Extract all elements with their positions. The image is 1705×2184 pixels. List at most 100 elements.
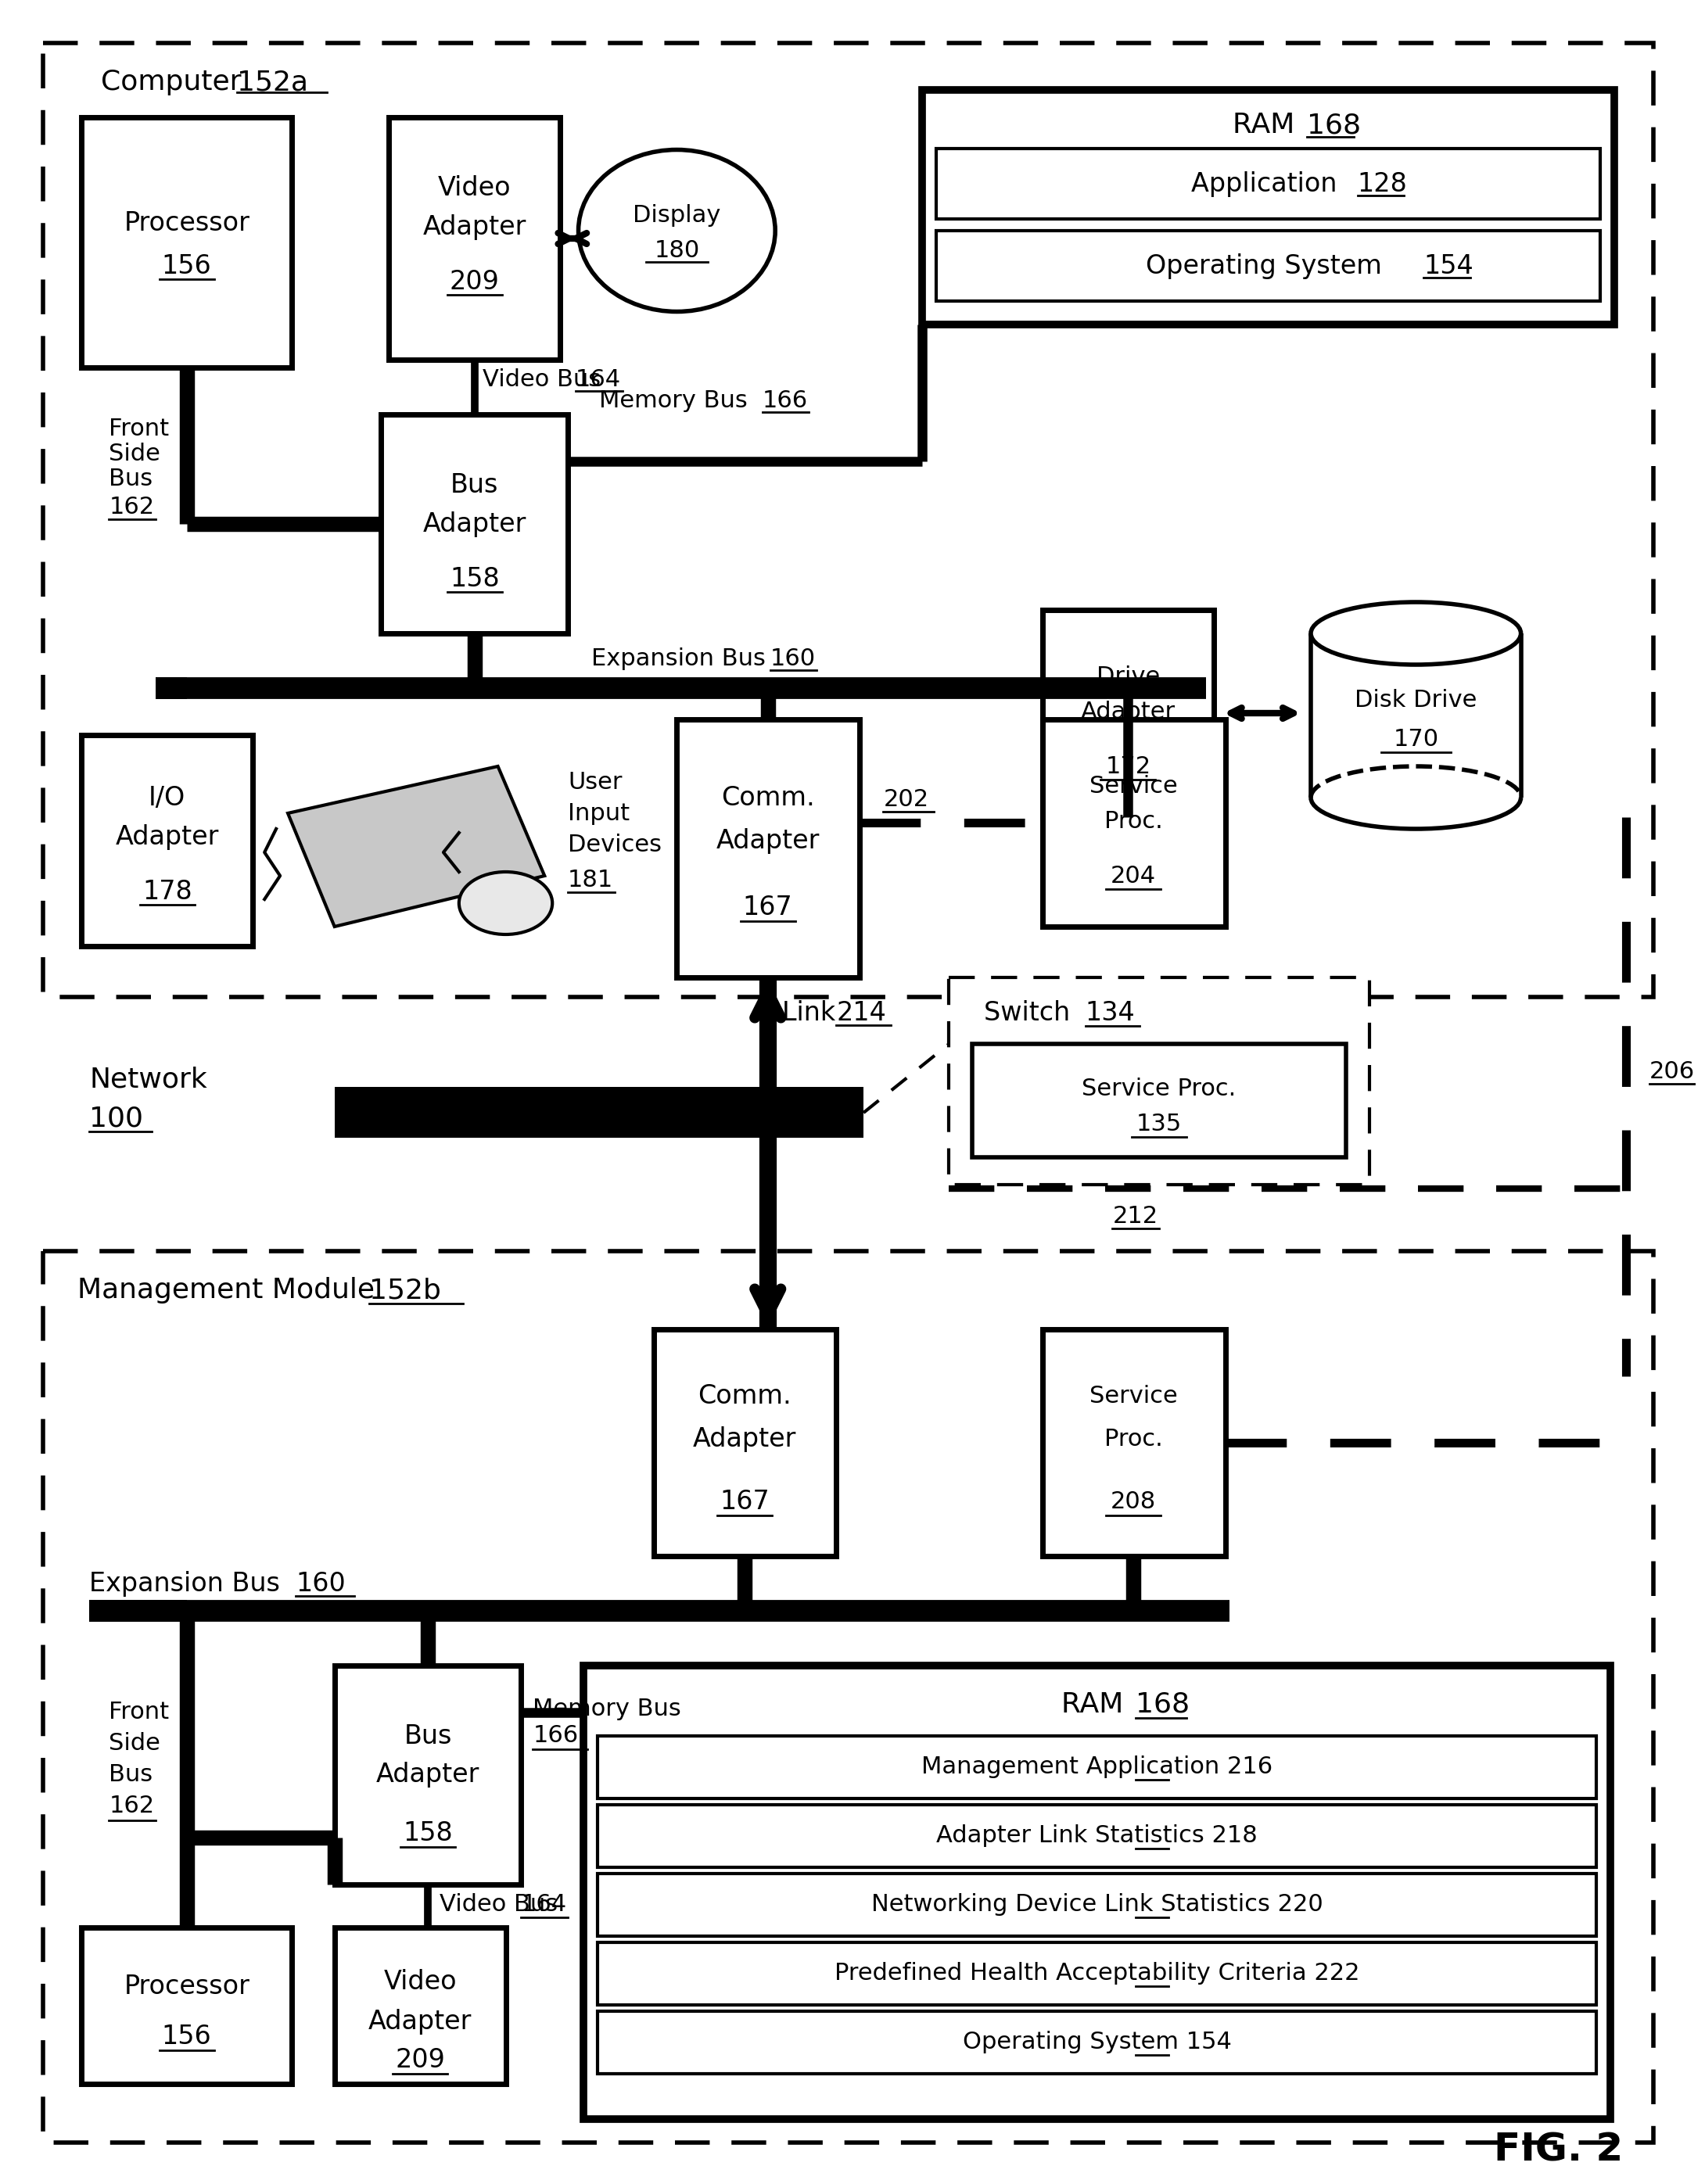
Text: Adapter Link Statistics 218: Adapter Link Statistics 218 [936, 1824, 1258, 1848]
Text: 167: 167 [743, 893, 793, 919]
Bar [583, 1666, 1610, 2118]
Text: 214: 214 [835, 1000, 887, 1026]
Bar [677, 719, 859, 978]
Text: 166: 166 [762, 389, 808, 413]
Text: Side: Side [109, 441, 160, 465]
Text: Comm.: Comm. [721, 784, 815, 810]
Bar [597, 1942, 1596, 2005]
Text: Memory Bus: Memory Bus [534, 1697, 682, 1721]
Ellipse shape [459, 871, 552, 935]
Bar [334, 1088, 863, 1138]
Text: Management Module: Management Module [78, 1278, 384, 1304]
Text: 158: 158 [450, 566, 500, 592]
Bar [334, 1928, 506, 2084]
Text: Switch: Switch [984, 1000, 1079, 1026]
Text: Operating System 154: Operating System 154 [962, 2031, 1231, 2053]
Text: 128: 128 [1357, 170, 1407, 197]
Text: Application: Application [1192, 170, 1345, 197]
Text: 162: 162 [109, 1795, 155, 1817]
Text: 156: 156 [162, 253, 211, 280]
Text: Predefined Health Acceptability Criteria 222: Predefined Health Acceptability Criteria… [834, 1961, 1359, 1985]
Text: 135: 135 [1136, 1112, 1182, 1136]
Text: Computer: Computer [101, 70, 251, 96]
Text: Front: Front [109, 417, 169, 439]
Text: FIG. 2: FIG. 2 [1494, 2132, 1623, 2169]
Bar [597, 1736, 1596, 1797]
Text: 209: 209 [450, 269, 500, 295]
Text: 156: 156 [162, 2025, 211, 2051]
Text: Devices: Devices [568, 832, 662, 856]
Text: Adapter: Adapter [116, 823, 218, 850]
Bar [950, 978, 1369, 1184]
Text: Management Application 216: Management Application 216 [921, 1756, 1272, 1778]
Text: 152b: 152b [370, 1278, 442, 1304]
Text: 164: 164 [522, 1894, 566, 1915]
Text: Side: Side [109, 1732, 160, 1756]
Bar [936, 232, 1601, 301]
Text: 154: 154 [1424, 253, 1473, 280]
Bar [922, 90, 1615, 325]
Text: Bus: Bus [450, 472, 498, 498]
Text: Proc.: Proc. [1105, 810, 1163, 832]
Text: Service Proc.: Service Proc. [1083, 1077, 1236, 1101]
Text: Expansion Bus: Expansion Bus [89, 1570, 288, 1597]
Text: 178: 178 [143, 878, 193, 904]
Text: 160: 160 [771, 646, 815, 670]
Text: Video Bus: Video Bus [440, 1894, 566, 1915]
Text: Adapter: Adapter [377, 1762, 479, 1789]
Polygon shape [288, 767, 544, 926]
Text: RAM: RAM [1233, 111, 1304, 138]
Text: 181: 181 [568, 869, 614, 891]
Text: 202: 202 [883, 788, 929, 810]
Text: Memory Bus: Memory Bus [598, 389, 755, 413]
Text: 209: 209 [396, 2049, 445, 2073]
Text: Operating System: Operating System [1146, 253, 1390, 280]
Bar [597, 1804, 1596, 1867]
Text: 100: 100 [89, 1105, 143, 1131]
Text: 170: 170 [1393, 727, 1439, 751]
Text: 162: 162 [109, 496, 155, 518]
Text: Service: Service [1089, 775, 1178, 797]
Text: Proc.: Proc. [1105, 1428, 1163, 1450]
Text: Adapter: Adapter [368, 2009, 472, 2033]
Text: Disk Drive: Disk Drive [1355, 688, 1477, 712]
Text: Display: Display [633, 203, 721, 227]
Text: 158: 158 [402, 1821, 454, 1848]
Bar [334, 1666, 522, 1885]
Text: Video Bus: Video Bus [483, 367, 609, 391]
Bar [1042, 609, 1214, 817]
Text: Processor: Processor [124, 210, 249, 236]
Text: 208: 208 [1110, 1489, 1156, 1514]
Text: Input: Input [568, 802, 629, 826]
Text: Service: Service [1089, 1385, 1178, 1406]
Text: Drive: Drive [1096, 666, 1159, 688]
Text: Networking Device Link Statistics 220: Networking Device Link Statistics 220 [871, 1894, 1323, 1915]
Text: Expansion Bus: Expansion Bus [592, 646, 772, 670]
Text: Adapter: Adapter [692, 1426, 796, 1452]
Text: 212: 212 [1112, 1206, 1158, 1227]
Bar [653, 1330, 835, 1555]
Text: 134: 134 [1084, 1000, 1136, 1026]
Text: 168: 168 [1308, 111, 1361, 138]
Text: Bus: Bus [109, 1765, 153, 1787]
Bar [43, 44, 1654, 996]
Bar [389, 118, 561, 360]
Text: 164: 164 [576, 367, 621, 391]
Text: 167: 167 [720, 1489, 769, 1514]
Bar [972, 1044, 1345, 1158]
Text: 160: 160 [295, 1570, 346, 1597]
Ellipse shape [578, 151, 776, 312]
Text: Link: Link [783, 1000, 844, 1026]
Text: Processor: Processor [124, 1974, 249, 1998]
Text: Comm.: Comm. [697, 1382, 791, 1409]
Bar [382, 415, 568, 633]
Text: Bus: Bus [109, 467, 153, 489]
Bar [82, 1928, 292, 2084]
Text: Video: Video [438, 175, 512, 201]
Text: Video: Video [384, 1970, 457, 1996]
Bar [82, 118, 292, 367]
Text: I/O: I/O [148, 784, 186, 810]
Text: 152a: 152a [237, 70, 309, 96]
Text: 180: 180 [655, 238, 699, 262]
Text: 166: 166 [534, 1725, 578, 1747]
